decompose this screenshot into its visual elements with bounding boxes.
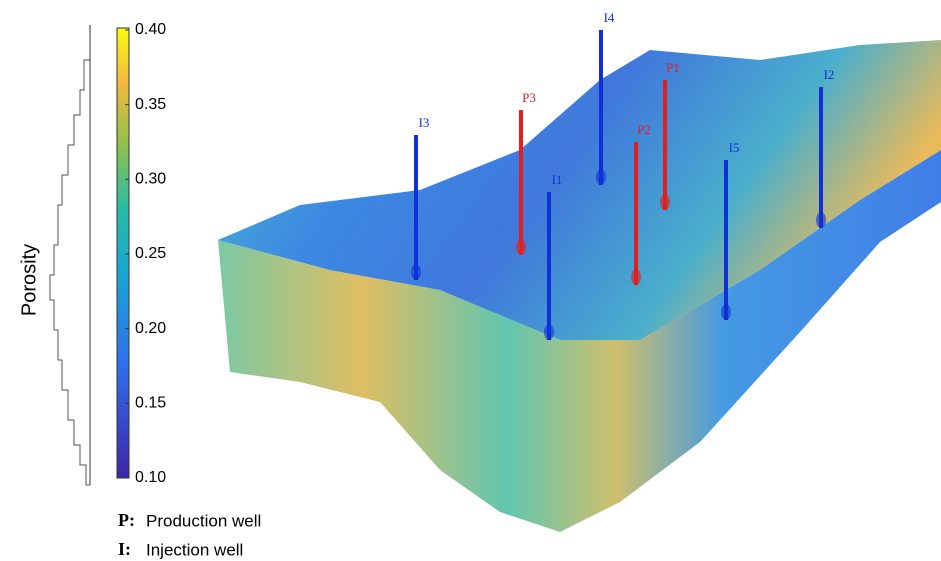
well-label: I2 [824, 67, 835, 82]
colorbar-tick-label: 0.30 [135, 171, 166, 188]
well-label: I5 [729, 140, 740, 155]
colorbar-tick-label: 0.20 [135, 320, 166, 337]
colorbar-tick-label: 0.35 [135, 96, 166, 113]
colorbar-ticks: 0.40 0.35 0.30 0.25 0.20 0.15 0.10 [125, 21, 166, 486]
colorbar-tick-label: 0.15 [135, 395, 166, 412]
figure-canvas: Porosity 0.40 0.35 0.30 0.25 0.20 0.15 0.10 I3… [0, 0, 941, 561]
well-marker [411, 264, 421, 280]
colorbar [117, 28, 129, 478]
colorbar-label: Porosity [18, 244, 40, 316]
well-marker [596, 169, 606, 185]
colorbar-tick-label: 0.10 [135, 469, 166, 486]
colorbar-tick-label: 0.40 [135, 21, 166, 38]
well-label: I1 [552, 172, 563, 187]
well-label: P3 [522, 90, 536, 105]
well-marker [816, 212, 826, 228]
well-marker [544, 324, 554, 340]
legend: P: Production well I: Injection well [118, 510, 261, 559]
well-label: I4 [604, 10, 615, 25]
well-label: I3 [419, 115, 430, 130]
well-marker [631, 269, 641, 285]
legend-symbol: P: [118, 510, 135, 530]
legend-symbol: I: [118, 539, 131, 559]
colorbar-tick-label: 0.25 [135, 245, 166, 262]
well-marker [516, 239, 526, 255]
well-label: P2 [637, 122, 651, 137]
legend-text: Injection well [146, 540, 243, 559]
figure: Porosity 0.40 0.35 0.30 0.25 0.20 0.15 0.10 I3… [0, 0, 941, 561]
well-marker [660, 194, 670, 210]
well-label: P1 [666, 60, 680, 75]
well-marker [721, 304, 731, 320]
histogram [50, 25, 90, 485]
legend-text: Production well [146, 511, 261, 530]
